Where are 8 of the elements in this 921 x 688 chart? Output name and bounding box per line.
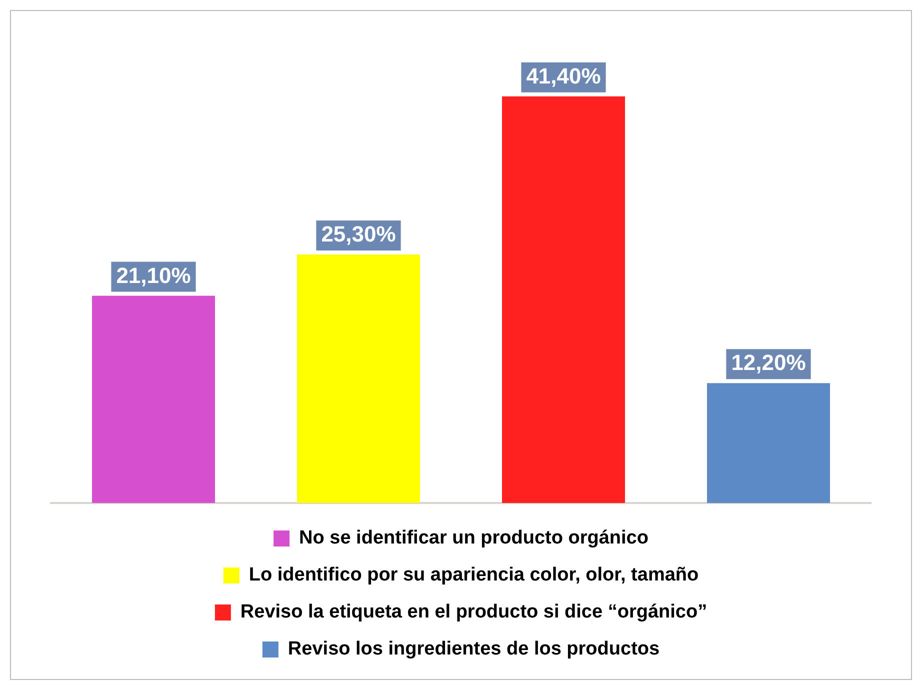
legend-label: Reviso la etiqueta en el producto si dice “orgánico”	[240, 602, 708, 623]
data-label: 25,30%	[321, 222, 396, 247]
data-label: 21,10%	[116, 262, 191, 288]
legend-label: No se identificar un producto orgánico	[299, 528, 648, 549]
data-label: 41,40%	[526, 63, 601, 88]
data-label: 12,20%	[731, 350, 806, 376]
legend-label: Lo identifico por su apariencia color, olor, tamaño	[248, 564, 699, 586]
legend-label: Reviso los ingredientes de los productos	[288, 638, 660, 660]
